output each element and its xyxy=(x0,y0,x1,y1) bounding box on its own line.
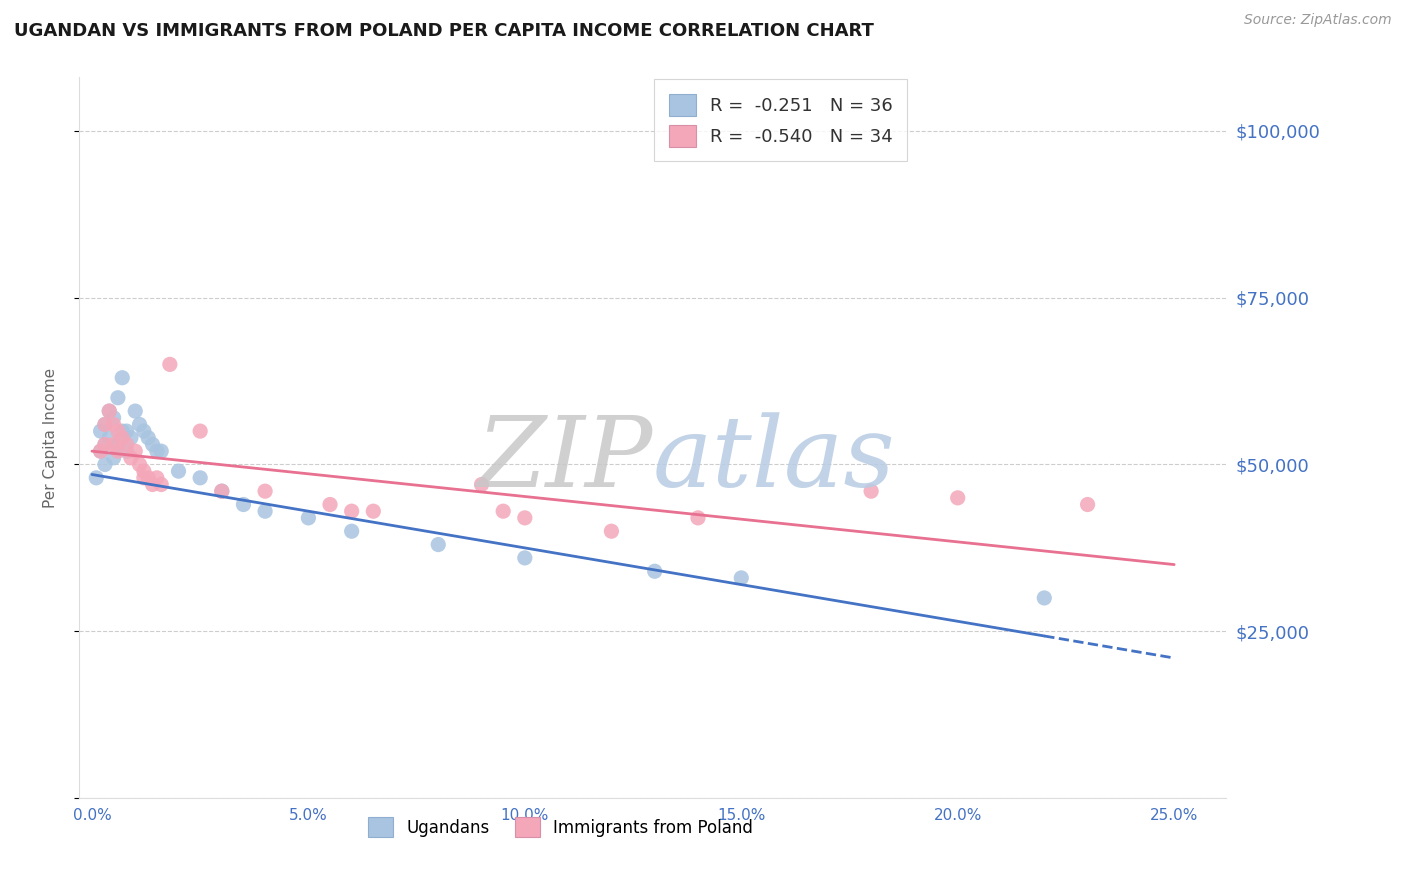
Point xyxy=(141,437,163,451)
Point xyxy=(319,498,342,512)
Point xyxy=(146,444,169,458)
Point xyxy=(98,404,121,418)
Point xyxy=(159,358,181,372)
Point xyxy=(340,504,363,518)
Point xyxy=(124,404,146,418)
Point xyxy=(90,444,112,458)
Point xyxy=(94,437,117,451)
Point xyxy=(84,471,107,485)
Point xyxy=(730,571,752,585)
Point xyxy=(150,477,173,491)
Point xyxy=(128,417,150,432)
Point xyxy=(98,404,121,418)
Text: Source: ZipAtlas.com: Source: ZipAtlas.com xyxy=(1244,13,1392,28)
Point xyxy=(141,477,163,491)
Point xyxy=(132,424,155,438)
Point xyxy=(644,564,666,578)
Point xyxy=(111,431,134,445)
Point xyxy=(107,391,129,405)
Point xyxy=(513,511,536,525)
Point xyxy=(94,437,117,451)
Point xyxy=(167,464,190,478)
Point xyxy=(211,484,233,499)
Point xyxy=(111,424,134,438)
Point xyxy=(297,511,319,525)
Point xyxy=(254,504,277,518)
Point xyxy=(94,417,117,432)
Point xyxy=(470,477,492,491)
Point xyxy=(90,424,112,438)
Point xyxy=(115,437,138,451)
Point xyxy=(136,431,159,445)
Text: ZIP: ZIP xyxy=(477,412,652,507)
Point xyxy=(1077,498,1099,512)
Point xyxy=(107,437,129,451)
Point xyxy=(211,484,233,499)
Point xyxy=(115,424,138,438)
Text: UGANDAN VS IMMIGRANTS FROM POLAND PER CAPITA INCOME CORRELATION CHART: UGANDAN VS IMMIGRANTS FROM POLAND PER CA… xyxy=(14,22,875,40)
Point xyxy=(150,444,173,458)
Point xyxy=(686,511,709,525)
Point xyxy=(103,410,125,425)
Point xyxy=(103,450,125,465)
Point xyxy=(254,484,277,499)
Point xyxy=(132,471,155,485)
Point xyxy=(120,431,142,445)
Y-axis label: Per Capita Income: Per Capita Income xyxy=(44,368,58,508)
Point xyxy=(94,458,117,472)
Point xyxy=(188,424,211,438)
Point xyxy=(600,524,623,539)
Point xyxy=(492,504,515,518)
Point xyxy=(115,444,138,458)
Point xyxy=(120,450,142,465)
Point xyxy=(98,431,121,445)
Text: atlas: atlas xyxy=(652,412,896,507)
Point xyxy=(427,537,450,551)
Point xyxy=(103,437,125,451)
Point xyxy=(136,471,159,485)
Point xyxy=(132,464,155,478)
Point xyxy=(107,424,129,438)
Point xyxy=(111,370,134,384)
Point xyxy=(860,484,883,499)
Point xyxy=(513,550,536,565)
Point xyxy=(1033,591,1056,605)
Point xyxy=(107,444,129,458)
Point xyxy=(946,491,969,505)
Point xyxy=(124,444,146,458)
Legend: Ugandans, Immigrants from Poland: Ugandans, Immigrants from Poland xyxy=(361,810,759,844)
Point xyxy=(363,504,385,518)
Point xyxy=(340,524,363,539)
Point xyxy=(90,444,112,458)
Point xyxy=(146,471,169,485)
Point xyxy=(232,498,254,512)
Point xyxy=(128,458,150,472)
Point xyxy=(103,417,125,432)
Point xyxy=(94,417,117,432)
Point xyxy=(188,471,211,485)
